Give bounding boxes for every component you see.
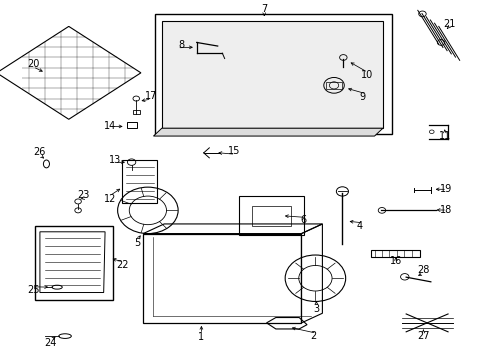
Bar — [132, 110, 140, 114]
Text: 9: 9 — [359, 92, 365, 102]
Text: 28: 28 — [416, 265, 428, 275]
Text: 5: 5 — [134, 238, 141, 248]
Text: 17: 17 — [144, 91, 157, 101]
Text: 21: 21 — [442, 18, 455, 28]
Text: 8: 8 — [178, 40, 184, 50]
Bar — [35, 226, 113, 300]
Polygon shape — [153, 128, 382, 136]
Text: 23: 23 — [77, 190, 90, 201]
Text: 11: 11 — [438, 131, 450, 141]
Circle shape — [336, 187, 348, 196]
Text: 26: 26 — [34, 147, 46, 157]
Text: 1: 1 — [198, 332, 204, 342]
Text: 27: 27 — [416, 331, 429, 341]
Text: 12: 12 — [103, 194, 116, 204]
Text: 15: 15 — [228, 147, 240, 157]
Text: 16: 16 — [389, 256, 401, 266]
Text: 2: 2 — [309, 331, 315, 341]
Text: 18: 18 — [439, 205, 451, 215]
Bar — [238, 196, 303, 235]
Text: 3: 3 — [313, 303, 319, 314]
Bar — [155, 14, 391, 134]
Text: 7: 7 — [261, 4, 267, 14]
Text: 4: 4 — [356, 221, 362, 231]
Bar — [370, 250, 419, 257]
Bar — [162, 21, 382, 128]
Text: 6: 6 — [300, 215, 306, 225]
Text: 25: 25 — [27, 285, 40, 295]
Bar — [251, 206, 290, 226]
Text: 14: 14 — [104, 121, 116, 131]
Bar — [325, 82, 341, 89]
Text: 19: 19 — [439, 184, 451, 194]
Text: 10: 10 — [360, 70, 372, 80]
Text: 22: 22 — [116, 260, 128, 270]
Bar — [127, 122, 137, 128]
Text: 24: 24 — [44, 338, 57, 347]
Text: 20: 20 — [27, 59, 40, 69]
Text: 13: 13 — [109, 155, 121, 165]
